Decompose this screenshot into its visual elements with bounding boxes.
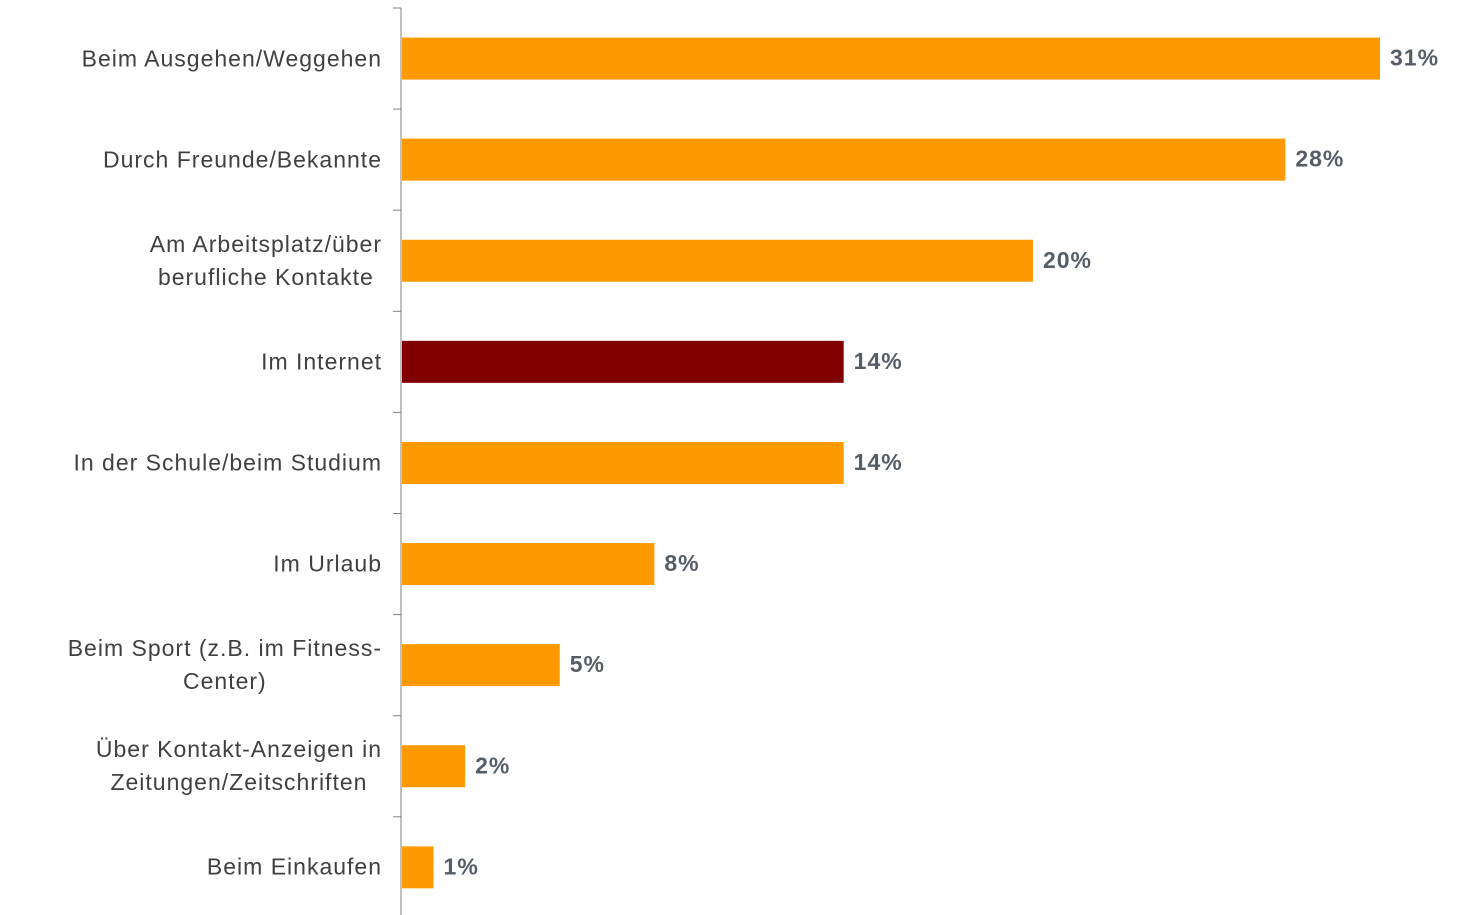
- bar: [402, 340, 844, 383]
- category-label-wrap: Am Arbeitsplatz/über berufliche Kontakte: [150, 228, 382, 294]
- category-label: Beim Einkaufen: [206, 853, 382, 880]
- value-label: 14%: [854, 348, 903, 374]
- category-label-wrap: Beim Sport (z.B. im Fitness- Center): [68, 632, 382, 698]
- value-label: 1%: [444, 853, 479, 879]
- category-label-wrap: Über Kontakt-Anzeigen in Zeitungen/Zeits…: [96, 733, 382, 799]
- category-label-wrap: Im Urlaub: [273, 548, 382, 581]
- category-label: Am Arbeitsplatz/über berufliche Kontakte: [149, 230, 382, 290]
- value-label: 14%: [854, 449, 903, 475]
- category-label: Im Urlaub: [273, 550, 382, 577]
- category-label: Im Internet: [261, 348, 382, 375]
- value-label: 28%: [1295, 146, 1344, 172]
- bar: [402, 644, 560, 687]
- bar: [402, 543, 655, 586]
- category-label: Beim Ausgehen/Weggehen: [81, 45, 382, 72]
- bar: [402, 745, 466, 788]
- bar: [402, 441, 844, 484]
- bar: [402, 138, 1286, 181]
- value-label: 5%: [570, 651, 605, 677]
- bar: [402, 239, 1033, 282]
- category-label-wrap: Im Internet: [261, 345, 382, 378]
- value-label: 2%: [475, 752, 510, 778]
- value-label: 20%: [1043, 247, 1092, 273]
- category-label: Durch Freunde/Bekannte: [103, 146, 382, 173]
- category-label: Über Kontakt-Anzeigen in Zeitungen/Zeits…: [95, 736, 382, 796]
- category-label-wrap: Beim Einkaufen: [207, 851, 382, 884]
- category-label-wrap: In der Schule/beim Studium: [73, 446, 382, 479]
- value-label: 8%: [664, 550, 699, 576]
- category-label: In der Schule/beim Studium: [73, 449, 382, 476]
- category-label: Beim Sport (z.B. im Fitness- Center): [67, 635, 382, 695]
- bar: [402, 37, 1380, 80]
- category-label-wrap: Durch Freunde/Bekannte: [103, 143, 382, 176]
- value-label: 31%: [1390, 45, 1439, 71]
- bar: [402, 846, 434, 889]
- category-label-wrap: Beim Ausgehen/Weggehen: [82, 42, 382, 75]
